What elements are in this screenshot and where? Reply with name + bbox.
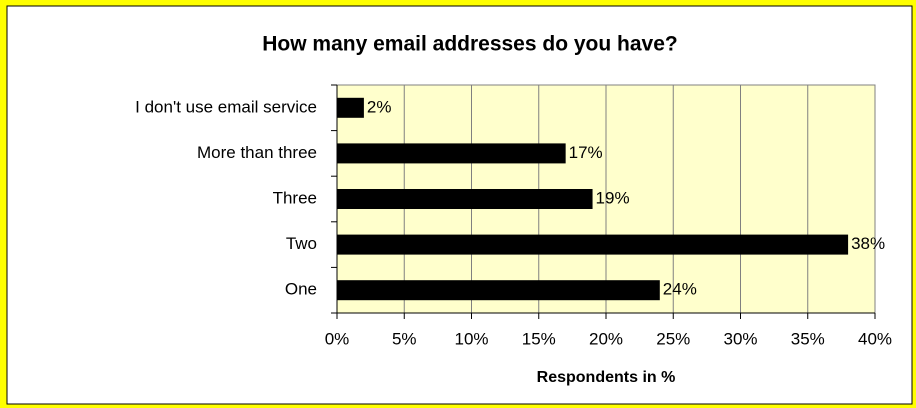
bar xyxy=(337,189,593,209)
x-tick-label: 10% xyxy=(454,329,488,348)
bar xyxy=(337,97,364,118)
x-tick-label: 20% xyxy=(589,329,623,348)
x-tick-label: 15% xyxy=(522,329,556,348)
y-tick-label: Two xyxy=(286,234,317,253)
x-tick-label: 25% xyxy=(656,329,690,348)
bar xyxy=(337,143,566,164)
x-tick-label: 40% xyxy=(858,329,892,348)
x-tick-label: 5% xyxy=(392,329,417,348)
bar xyxy=(337,234,849,255)
y-tick-label: One xyxy=(285,280,317,299)
bar xyxy=(337,280,660,301)
data-label: 19% xyxy=(596,188,630,207)
x-tick-label: 30% xyxy=(723,329,757,348)
y-tick-label: I don't use email service xyxy=(135,97,317,116)
chart-title: How many email addresses do you have? xyxy=(262,33,677,56)
data-label: 38% xyxy=(851,234,885,253)
x-tick-label: 0% xyxy=(325,329,350,348)
y-tick-label: Three xyxy=(273,188,317,207)
data-label: 17% xyxy=(569,143,603,162)
y-tick-label: More than three xyxy=(197,143,317,162)
x-tick-label: 35% xyxy=(791,329,825,348)
x-axis-title: Respondents in % xyxy=(537,369,676,386)
data-label: 24% xyxy=(663,280,697,299)
data-label: 2% xyxy=(367,97,392,116)
